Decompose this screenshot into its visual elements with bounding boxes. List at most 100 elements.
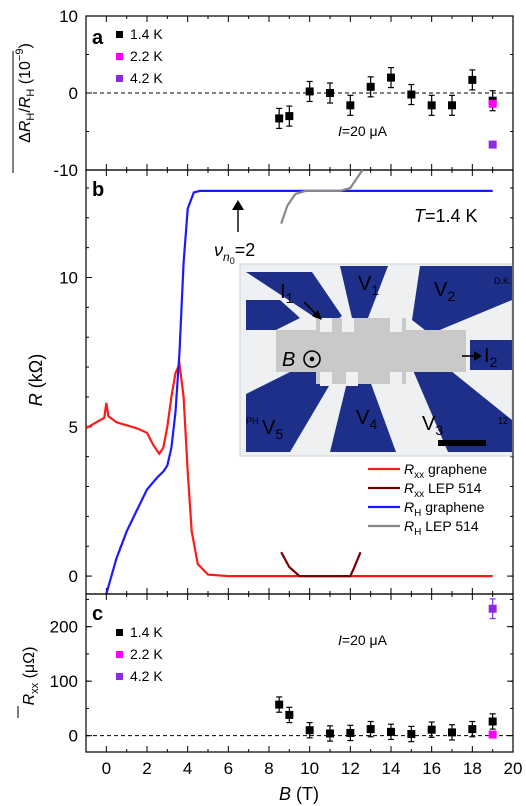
data-point: [346, 101, 355, 110]
y-tick-label: 0: [69, 84, 78, 103]
inset-lead: [412, 354, 512, 452]
data-point: [305, 87, 314, 96]
temperature-annotation: T=1.4 K: [414, 206, 478, 226]
x-tick-label: 0: [102, 759, 111, 778]
panel-label: c: [92, 603, 103, 625]
panel-c: 0 2 4 6 8 10 12 14 16 18 20 200 100 0 c 1.4 K 2.2 K 4.2 K…: [17, 593, 523, 804]
data-point: [387, 727, 395, 736]
legend-marker: [116, 673, 123, 680]
data-point: [275, 114, 284, 123]
y-tick-label: 200: [50, 618, 78, 637]
data-point: [488, 140, 497, 149]
plot-frame: [85, 593, 514, 753]
hall-bar-notch: [390, 318, 402, 332]
data-point: [488, 604, 497, 613]
panel-b: 0 5 10 b T=1.4 K νn0=2 I1 V1 V2 B I2 V5 V4 V3 D.K. PH 12…: [26, 169, 514, 595]
filling-factor-annotation: νn0=2: [214, 240, 255, 266]
field-dot: [309, 356, 315, 362]
annotation: I=20 μA: [338, 123, 388, 139]
inset-label: V1: [358, 273, 379, 298]
x-tick-label: 4: [183, 759, 192, 778]
x-tick-label: 10: [300, 759, 319, 778]
legend-label: 2.2 K: [130, 646, 163, 662]
data-point: [468, 75, 477, 84]
hall-bar-notch: [390, 372, 402, 386]
inset-label: V3: [422, 413, 443, 438]
legend-label: 4.2 K: [130, 70, 163, 86]
y-axis-label: Rxx (μΩ): [17, 647, 41, 718]
x-tick-label: 8: [264, 759, 273, 778]
series-line: [280, 551, 362, 578]
y-tick-label: 10: [59, 7, 78, 26]
y-axis-label: R (kΩ): [26, 354, 46, 406]
inset-lead: [470, 340, 512, 370]
y-tick-label: 0: [69, 727, 78, 746]
inset-label: V2: [434, 279, 455, 304]
series-line: [105, 189, 493, 595]
x-axis-label: B (T): [279, 784, 319, 804]
legend-label: RH graphene: [404, 499, 485, 519]
legend-label: 4.2 K: [130, 668, 163, 684]
legend-marker: [116, 53, 123, 60]
y-axis-label-text: ΔRH/RH (10−9): [14, 43, 37, 143]
data-point: [326, 729, 334, 738]
inset-lead: [246, 300, 300, 330]
x-tick-label: 14: [382, 759, 401, 778]
data-point: [427, 101, 436, 110]
data-point: [488, 717, 497, 726]
arrow-head: [232, 200, 244, 210]
legend-marker: [116, 75, 123, 82]
data-point: [407, 730, 416, 739]
arrow-head: [474, 351, 482, 361]
inset-lead: [340, 266, 388, 318]
y-tick-label: 100: [50, 672, 78, 691]
legend-marker: [116, 651, 123, 658]
y-tick-label: 5: [69, 418, 78, 437]
series-line: [85, 360, 493, 578]
annotation: I=20 μA: [338, 632, 388, 648]
hall-bar-notch: [346, 372, 358, 386]
data-point: [468, 725, 477, 734]
y-tick-label: -10: [53, 161, 78, 180]
inset-label: I1: [280, 281, 294, 306]
data-point: [448, 728, 456, 737]
x-tick-label: 16: [422, 759, 441, 778]
data-point: [366, 82, 375, 91]
data-point: [448, 101, 456, 110]
legend-label: RH LEP 514: [404, 518, 479, 538]
y-tick-label: 0: [69, 567, 78, 586]
device-inset: I1 V1 V2 B I2 V5 V4 V3 D.K. PH 12: [239, 263, 513, 457]
panel-label: b: [92, 179, 104, 201]
x-tick-label: 2: [142, 759, 151, 778]
field-out-of-plane-icon: [303, 350, 321, 368]
panel-a: 10 0 -10 a 1.4 K 2.2 K 4.2 K I=20 μA ΔRH/RH (10−…: [12, 7, 514, 180]
legend-label: 1.4 K: [130, 26, 163, 42]
x-tick-label: 18: [463, 759, 482, 778]
hall-bar-notch: [320, 372, 332, 386]
data-point: [427, 725, 436, 734]
inset-label: B: [282, 349, 295, 371]
x-tick-label: 12: [341, 759, 360, 778]
legend-marker: [116, 629, 123, 636]
series-line: [280, 169, 364, 225]
inset-label: I2: [484, 345, 498, 370]
inset-lead: [412, 266, 512, 334]
data-point: [275, 700, 284, 709]
legend-marker: [116, 31, 123, 38]
data-point: [285, 710, 294, 719]
y-tick-label: 10: [59, 268, 78, 287]
legend-label: Rxx LEP 514: [404, 480, 482, 500]
inset-label: PH: [246, 416, 259, 426]
inset-label: V5: [262, 417, 283, 442]
data-point: [326, 89, 334, 97]
x-tick-label: 6: [224, 759, 233, 778]
y-axis-label: ΔRH/RH (10−9): [12, 43, 37, 173]
inset-label: V4: [356, 407, 377, 432]
x-tick-label: 20: [504, 759, 523, 778]
y-axis-label-text: Rxx (μΩ): [21, 647, 41, 706]
data-point: [387, 73, 395, 82]
data-point: [488, 99, 497, 108]
data-point: [407, 90, 416, 99]
